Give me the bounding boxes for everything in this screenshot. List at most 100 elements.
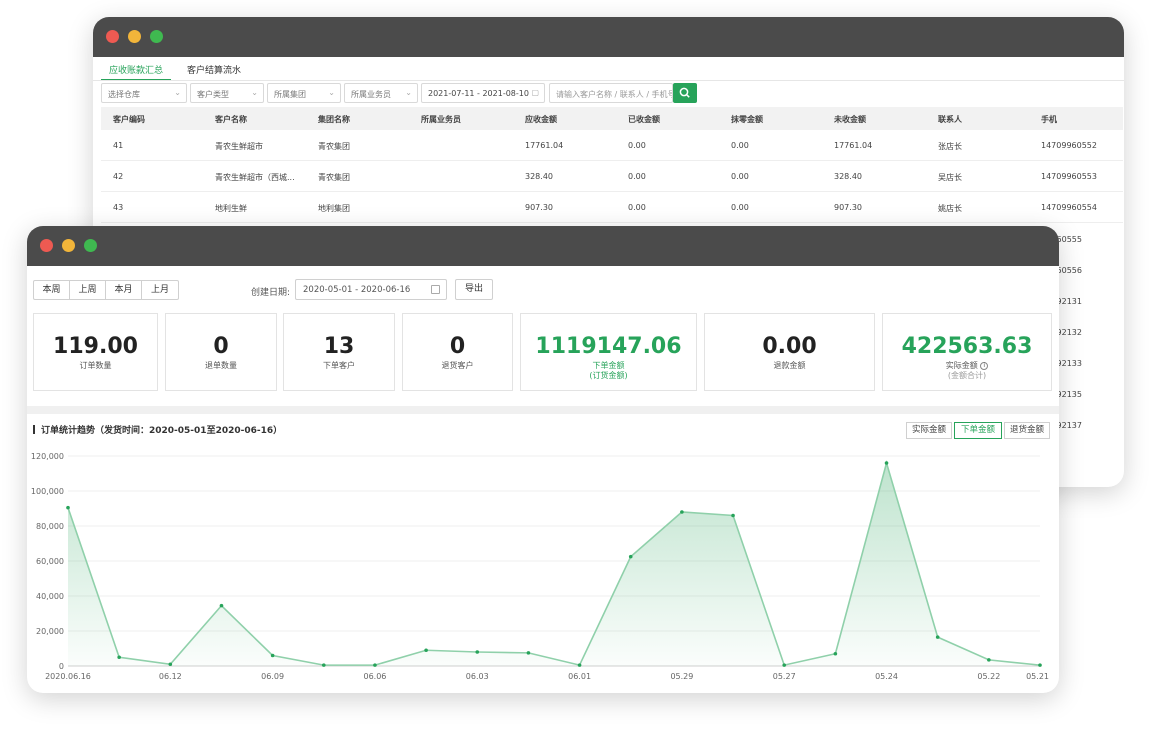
minimize-window-button[interactable]	[62, 239, 75, 252]
maximize-window-button[interactable]	[84, 239, 97, 252]
date-range-value: 2021-07-11 - 2021-08-10	[428, 89, 529, 98]
search-placeholder: 请输入客户名称 / 联系人 / 手机号	[556, 90, 673, 99]
data-point	[475, 650, 480, 654]
stat-card-order-count: 119.00 订单数量	[33, 313, 158, 391]
info-icon[interactable]: i	[980, 361, 989, 370]
order-stats-window: 本周 上周 本月 上月 创建日期: 2020-05-01 - 2020-06-1…	[27, 226, 1059, 693]
table-cell: 0.00	[731, 172, 749, 181]
close-window-button[interactable]	[106, 30, 119, 43]
date-range-input[interactable]: 2021-07-11 - 2021-08-10 ▢	[421, 83, 545, 103]
table-cell: 0.00	[628, 141, 646, 150]
table-row[interactable]: 43 地利生鲜 地利集团 907.30 0.00 0.00 907.30 姚店长…	[101, 192, 1123, 223]
customer-type-select[interactable]: 客户类型 ⌄	[190, 83, 264, 103]
stat-value: 0	[449, 334, 466, 359]
data-point	[270, 653, 275, 658]
stat-card-order-amount: 1119147.06 下单金额 (订货金额)	[520, 313, 697, 391]
x-tick-label: 05.24	[875, 672, 898, 681]
phone-cell: 7592135	[1046, 390, 1082, 399]
table-cell: 43	[113, 203, 124, 212]
tab-receivables-summary[interactable]: 应收账款汇总	[101, 63, 172, 81]
data-point	[987, 658, 991, 662]
customer-type-select-value: 客户类型	[197, 90, 229, 99]
data-point	[373, 663, 377, 667]
last-month-button[interactable]: 上月	[150, 285, 169, 295]
column-header: 手机	[1041, 115, 1057, 124]
stat-label: 下单金额	[592, 361, 625, 370]
order-trend-chart: 0 20,000 40,000 60,000 80,000 100,000 120,000 2…	[31, 452, 1049, 681]
this-week-button[interactable]: 本周	[34, 281, 70, 299]
stat-label: 退单数量	[205, 361, 237, 370]
table-cell: 0.00	[731, 141, 749, 150]
table-cell: 41	[113, 141, 124, 150]
column-header: 抹零金额	[731, 115, 763, 124]
column-header: 客户名称	[215, 115, 247, 124]
chevron-down-icon: ⌄	[328, 88, 335, 97]
x-tick-label: 06.12	[159, 672, 182, 681]
group-select[interactable]: 所属集团 ⌄	[267, 83, 341, 103]
stat-value: 1119147.06	[535, 334, 682, 359]
chart-title: 订单统计趋势（发货时间：2020-05-01至2020-06-16）	[33, 423, 282, 436]
table-cell: 42	[113, 172, 124, 181]
table-cell: 328.40	[834, 172, 862, 181]
minimize-window-button[interactable]	[128, 30, 141, 43]
table-row[interactable]: 42 青农生鲜超市（西城... 青农集团 328.40 0.00 0.00 32…	[101, 161, 1123, 192]
column-header: 联系人	[938, 115, 962, 124]
table-cell: 张店长	[938, 142, 962, 151]
table-row[interactable]: 41 青农生鲜超市 青农集团 17761.04 0.00 0.00 17761.…	[101, 130, 1123, 161]
calendar-icon	[431, 285, 440, 294]
period-button-group: 本周 上周 本月 上月	[33, 280, 179, 300]
table-cell: 14709960554	[1041, 203, 1097, 212]
table-cell: 青农集团	[318, 173, 350, 182]
table-cell: 328.40	[525, 172, 553, 181]
table-cell: 青农生鲜超市	[215, 142, 263, 151]
salesman-select[interactable]: 所属业务员 ⌄	[344, 83, 418, 103]
data-point	[66, 505, 70, 510]
created-date-label: 创建日期:	[251, 288, 291, 298]
data-point	[680, 510, 684, 514]
x-tick-label: 06.03	[466, 672, 489, 681]
tab-customer-settlement[interactable]: 客户结算流水	[187, 66, 242, 76]
group-select-value: 所属集团	[274, 90, 306, 99]
toggle-actual-amount[interactable]: 实际金额	[906, 422, 952, 439]
warehouse-select[interactable]: 选择仓库 ⌄	[101, 83, 187, 103]
export-button[interactable]: 导出	[455, 279, 493, 300]
this-month-button[interactable]: 本月	[106, 281, 142, 299]
close-window-button[interactable]	[40, 239, 53, 252]
filter-bar: 选择仓库 ⌄ 客户类型 ⌄ 所属集团 ⌄ 所属业务员 ⌄ 2021-07-11 …	[101, 83, 1124, 103]
stat-label: 实际金额	[945, 361, 978, 370]
phone-cell: 9960555	[1046, 235, 1082, 244]
phone-cell: 9960556	[1046, 266, 1082, 275]
table-cell: 17761.04	[525, 141, 564, 150]
data-point	[577, 663, 582, 667]
last-week-button[interactable]: 上周	[70, 281, 106, 299]
search-button[interactable]	[673, 83, 697, 103]
y-tick-label: 120,000	[31, 452, 64, 461]
y-tick-label: 40,000	[36, 592, 64, 601]
search-input[interactable]: 请输入客户名称 / 联系人 / 手机号	[549, 83, 673, 103]
window-titlebar	[93, 17, 1124, 57]
calendar-icon: ▢	[531, 88, 539, 97]
toggle-refund-amount[interactable]: 退货金额	[1004, 422, 1050, 439]
stat-sublabel: (订货金额)	[589, 371, 628, 380]
stat-label-row: 实际金额 i	[883, 361, 1051, 371]
stat-value: 0.00	[762, 334, 817, 359]
data-point	[526, 651, 531, 655]
x-tick-label: 05.22	[977, 672, 1000, 681]
stat-label: 订单数量	[79, 361, 112, 370]
x-tick-label: 05.27	[773, 672, 796, 681]
x-tick-label: 05.29	[670, 672, 693, 681]
stat-label: 退款金额	[773, 361, 806, 370]
created-date-value: 2020-05-01 - 2020-06-16	[303, 285, 411, 295]
maximize-window-button[interactable]	[150, 30, 163, 43]
window-titlebar	[27, 226, 1059, 266]
column-header: 集团名称	[318, 115, 350, 124]
stat-value: 422563.63	[901, 334, 1033, 359]
stat-value: 0	[213, 334, 229, 359]
phone-cell: 7592137	[1046, 421, 1082, 430]
created-date-input[interactable]: 2020-05-01 - 2020-06-16	[295, 279, 447, 300]
table-cell: 青农集团	[318, 142, 350, 151]
toggle-order-amount[interactable]: 下单金额	[954, 422, 1002, 439]
stat-value: 13	[323, 334, 355, 359]
salesman-select-value: 所属业务员	[351, 90, 391, 99]
data-point	[628, 554, 633, 559]
